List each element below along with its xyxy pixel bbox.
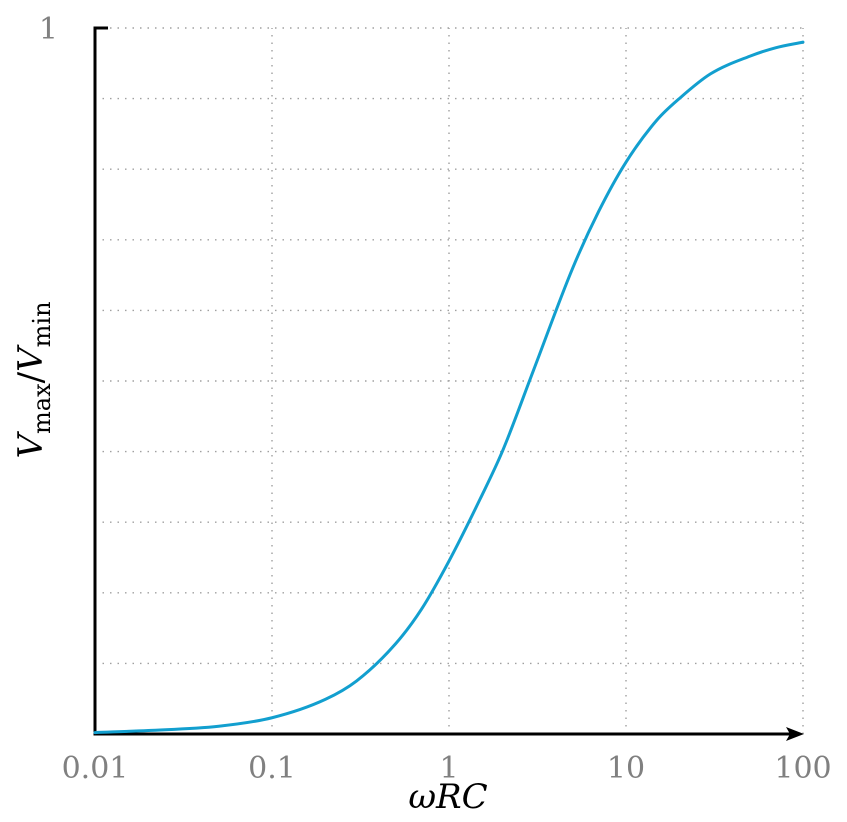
- y-axis-label: Vmax/Vmin: [11, 301, 56, 458]
- x-tick-label: 10: [607, 751, 645, 786]
- series-line: [93, 40, 805, 735]
- x-axis-label: ωRC: [408, 777, 487, 817]
- y-tick-label: 1: [39, 12, 58, 47]
- x-axis-arrowhead: [786, 727, 804, 741]
- x-tick-label: 0.01: [62, 751, 129, 786]
- axes: [93, 26, 804, 741]
- series-group: [93, 40, 805, 735]
- x-tick-label: 100: [774, 751, 831, 786]
- x-tick-label: 1: [439, 751, 458, 786]
- grid: [95, 27, 804, 734]
- tick-labels: 0.01 0.1 1 10 100 1: [39, 12, 832, 786]
- x-tick-label: 0.1: [248, 751, 296, 786]
